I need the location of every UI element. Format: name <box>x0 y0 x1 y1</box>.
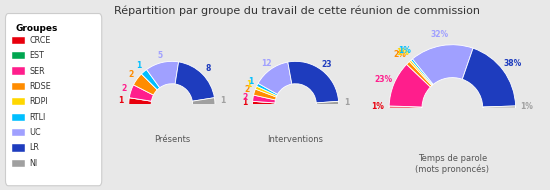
Text: 1%: 1% <box>398 46 411 55</box>
Wedge shape <box>146 61 179 88</box>
Text: NI: NI <box>30 159 38 168</box>
Bar <box>358 108 547 177</box>
Wedge shape <box>255 86 277 97</box>
Wedge shape <box>129 85 153 101</box>
Bar <box>12 52 25 59</box>
Bar <box>12 129 25 136</box>
Wedge shape <box>411 59 433 85</box>
Text: RDSE: RDSE <box>30 82 51 91</box>
Text: 1%: 1% <box>396 48 409 57</box>
Text: 2: 2 <box>244 85 250 94</box>
Wedge shape <box>129 98 151 101</box>
Text: 32%: 32% <box>430 30 448 39</box>
Text: 1%: 1% <box>371 102 384 111</box>
Text: 2%: 2% <box>394 50 406 59</box>
Wedge shape <box>389 106 422 107</box>
Text: 2: 2 <box>128 70 133 79</box>
Text: 1: 1 <box>220 96 225 105</box>
Wedge shape <box>129 98 151 104</box>
Text: 38%: 38% <box>503 59 521 68</box>
Text: 1: 1 <box>136 61 141 70</box>
Text: Temps de parole
(mots prononcés): Temps de parole (mots prononcés) <box>415 154 490 173</box>
Wedge shape <box>175 62 214 101</box>
Wedge shape <box>258 62 292 94</box>
Wedge shape <box>389 106 422 108</box>
Text: 8: 8 <box>205 64 211 73</box>
Text: Présents: Présents <box>154 135 190 144</box>
Text: 2: 2 <box>121 84 126 93</box>
Wedge shape <box>254 89 276 100</box>
Wedge shape <box>141 70 159 90</box>
Wedge shape <box>252 101 275 105</box>
Text: UC: UC <box>30 128 41 137</box>
Bar <box>107 105 236 152</box>
Wedge shape <box>406 62 432 87</box>
Text: 23%: 23% <box>375 75 393 84</box>
Wedge shape <box>257 83 278 96</box>
Text: 1%: 1% <box>520 102 534 111</box>
Text: 1: 1 <box>242 98 248 107</box>
Text: LR: LR <box>30 143 40 152</box>
Text: EST: EST <box>30 51 45 60</box>
Text: SER: SER <box>30 66 45 76</box>
Bar <box>12 113 25 121</box>
Text: 1: 1 <box>119 96 124 105</box>
Text: 2: 2 <box>243 93 248 101</box>
Wedge shape <box>389 64 431 107</box>
Wedge shape <box>483 106 516 108</box>
Bar <box>12 83 25 90</box>
Wedge shape <box>412 45 473 84</box>
FancyBboxPatch shape <box>6 13 102 186</box>
Wedge shape <box>316 101 339 105</box>
Bar <box>12 144 25 152</box>
Bar <box>12 37 25 44</box>
Wedge shape <box>252 95 276 103</box>
Text: Groupes: Groupes <box>15 24 58 32</box>
Text: RTLI: RTLI <box>30 113 46 122</box>
Wedge shape <box>252 101 275 103</box>
Wedge shape <box>288 61 339 103</box>
Text: CRCE: CRCE <box>30 36 51 45</box>
Bar <box>12 67 25 75</box>
Text: 1: 1 <box>246 80 251 89</box>
Bar <box>231 105 360 152</box>
Bar <box>12 160 25 167</box>
Text: Répartition par groupe du travail de cette réunion de commission: Répartition par groupe du travail de cet… <box>114 6 480 16</box>
Wedge shape <box>192 98 215 104</box>
Text: 5: 5 <box>157 51 163 59</box>
Text: RDPI: RDPI <box>30 97 48 106</box>
Text: 1: 1 <box>344 98 349 107</box>
Text: 23: 23 <box>321 60 332 69</box>
Wedge shape <box>141 74 157 90</box>
Text: 1: 1 <box>248 77 253 86</box>
Text: 12: 12 <box>261 59 271 68</box>
Wedge shape <box>134 74 157 95</box>
Wedge shape <box>409 60 432 86</box>
Wedge shape <box>463 48 515 107</box>
Bar <box>12 98 25 105</box>
Text: Interventions: Interventions <box>268 135 323 144</box>
